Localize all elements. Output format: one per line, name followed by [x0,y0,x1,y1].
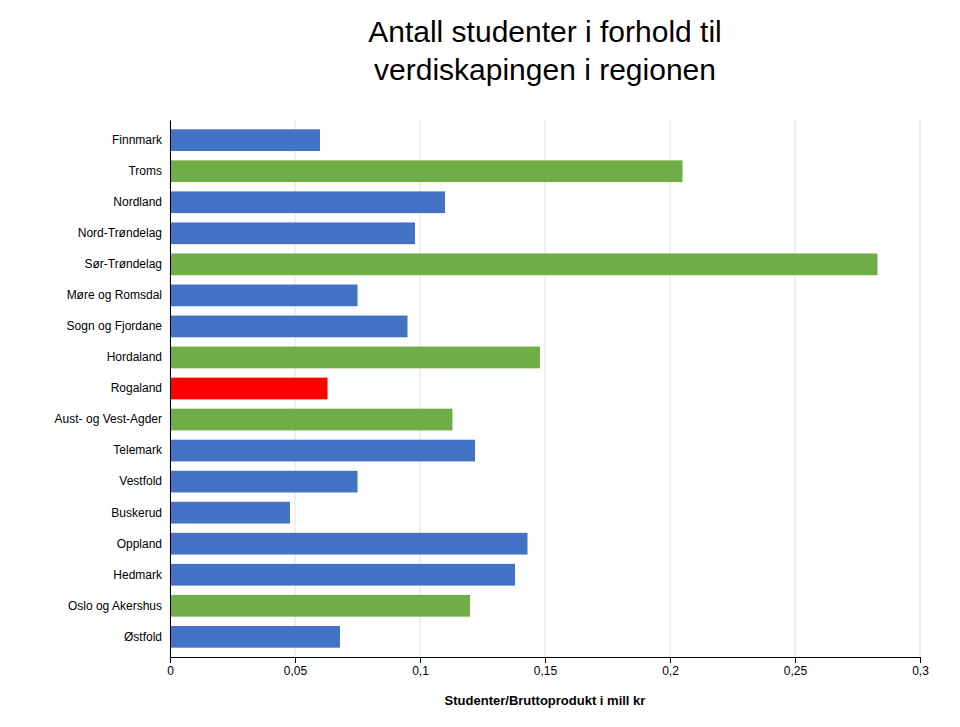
y-axis-line [170,121,171,658]
x-tick-label: 0,1 [412,664,429,678]
title: verdiskapingen i regionen [374,53,716,86]
y-tick: Sør-Trøndelag [84,257,170,271]
bars [170,129,878,647]
y-tick: Østfold [124,630,170,644]
bar [170,285,358,307]
grid-line [670,120,671,657]
x-tick: 0,3 [912,657,929,678]
y-tick-label: Østfold [124,630,162,644]
x-tick-label: 0,2 [662,664,679,678]
x-axis-title: Studenter/Bruttoprodukt i mill kr [445,693,646,708]
x-tick: 0,1 [412,657,429,678]
bar [170,595,470,617]
y-tick-label: Møre og Romsdal [67,288,162,302]
x-tick-mark [170,657,171,663]
bar [170,347,540,369]
y-axis: Finnmark Troms Nordland Nord-Trøndelag Sør-T… [55,121,171,658]
x-tick-label: 0,15 [534,664,558,678]
bar [170,378,328,400]
y-tick: Hordaland [107,350,170,364]
y-tick-label: Hordaland [107,350,162,364]
x-tick: 0,2 [662,657,679,678]
y-tick-label: Troms [128,164,162,178]
x-tick: 0 [167,657,174,678]
chart: Antall studenter i forhold til verdiskapi… [0,0,960,727]
x-tick-mark [295,657,296,663]
x-tick-label: 0,3 [912,664,929,678]
y-tick-label: Rogaland [111,381,162,395]
title: Antall studenter i forhold til [368,15,722,48]
grid-line [920,120,921,657]
bar [170,253,878,275]
bar [170,502,290,524]
bar [170,160,683,182]
x-tick-label: 0,05 [284,664,308,678]
y-tick-label: Nord-Trøndelag [78,226,162,240]
y-tick: Møre og Romsdal [67,288,170,302]
x-tick-mark [420,657,421,663]
y-tick: Finnmark [112,133,170,147]
x-tick-mark [795,657,796,663]
y-tick-label: Vestfold [119,474,162,488]
bar [170,533,528,555]
y-tick-label: Buskerud [111,506,162,520]
x-axis-line [171,658,921,664]
y-tick: Rogaland [111,381,170,395]
y-tick: Vestfold [119,474,170,488]
bar [170,564,515,586]
y-tick: Nord-Trøndelag [78,226,170,240]
x-tick-mark [545,657,546,663]
y-tick-label: Sogn og Fjordane [67,319,163,333]
x-tick: 0,15 [534,657,558,678]
y-tick: Buskerud [111,506,170,520]
y-tick: Hedmark [113,568,170,582]
y-tick-label: Oslo og Akershus [68,599,162,613]
x-tick: 0,25 [784,657,808,678]
y-tick: Telemark [113,443,170,457]
y-tick-label: Telemark [113,443,163,457]
grid [170,120,920,657]
grid-line [170,120,171,657]
x-tick: 0,05 [284,657,308,678]
bar [170,440,475,462]
y-tick-label: Sør-Trøndelag [84,257,162,271]
y-tick: Troms [128,164,170,178]
bar [170,129,320,151]
y-tick: Oslo og Akershus [68,599,170,613]
y-tick-label: Hedmark [113,568,163,582]
y-tick: Nordland [113,195,170,209]
y-tick: Aust- og Vest-Agder [55,412,170,426]
x-tick-label: 0,25 [784,664,808,678]
bar [170,626,340,648]
y-tick-label: Oppland [117,537,162,551]
y-tick-label: Finnmark [112,133,163,147]
y-tick-label: Aust- og Vest-Agder [55,412,162,426]
bar [170,316,408,338]
y-tick: Oppland [117,537,170,551]
x-axis: 0 0,05 0,1 0,15 0,2 0,25 0,3 [167,657,929,678]
x-tick-mark [920,657,921,663]
grid-line [545,120,546,657]
grid-line [795,120,796,657]
bar [170,222,415,244]
plot: 0 0,05 0,1 0,15 0,2 0,25 0,3 Finnmark Troms Nordl… [55,120,930,678]
x-tick-mark [670,657,671,663]
bar [170,191,445,213]
bar [170,409,453,431]
x-tick-label: 0 [167,664,174,678]
y-tick: Sogn og Fjordane [67,319,170,333]
bar [170,471,358,493]
y-tick-label: Nordland [113,195,162,209]
